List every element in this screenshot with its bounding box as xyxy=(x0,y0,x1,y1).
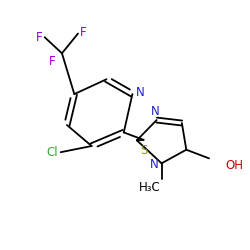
Text: F: F xyxy=(49,54,56,68)
Text: N: N xyxy=(151,104,160,118)
Text: Cl: Cl xyxy=(46,146,58,159)
Text: F: F xyxy=(36,31,43,44)
Text: OH: OH xyxy=(225,159,243,172)
Text: H₃C: H₃C xyxy=(138,181,160,194)
Text: N: N xyxy=(150,158,159,171)
Text: N: N xyxy=(136,86,145,99)
Text: S: S xyxy=(140,144,148,157)
Text: F: F xyxy=(80,26,87,39)
